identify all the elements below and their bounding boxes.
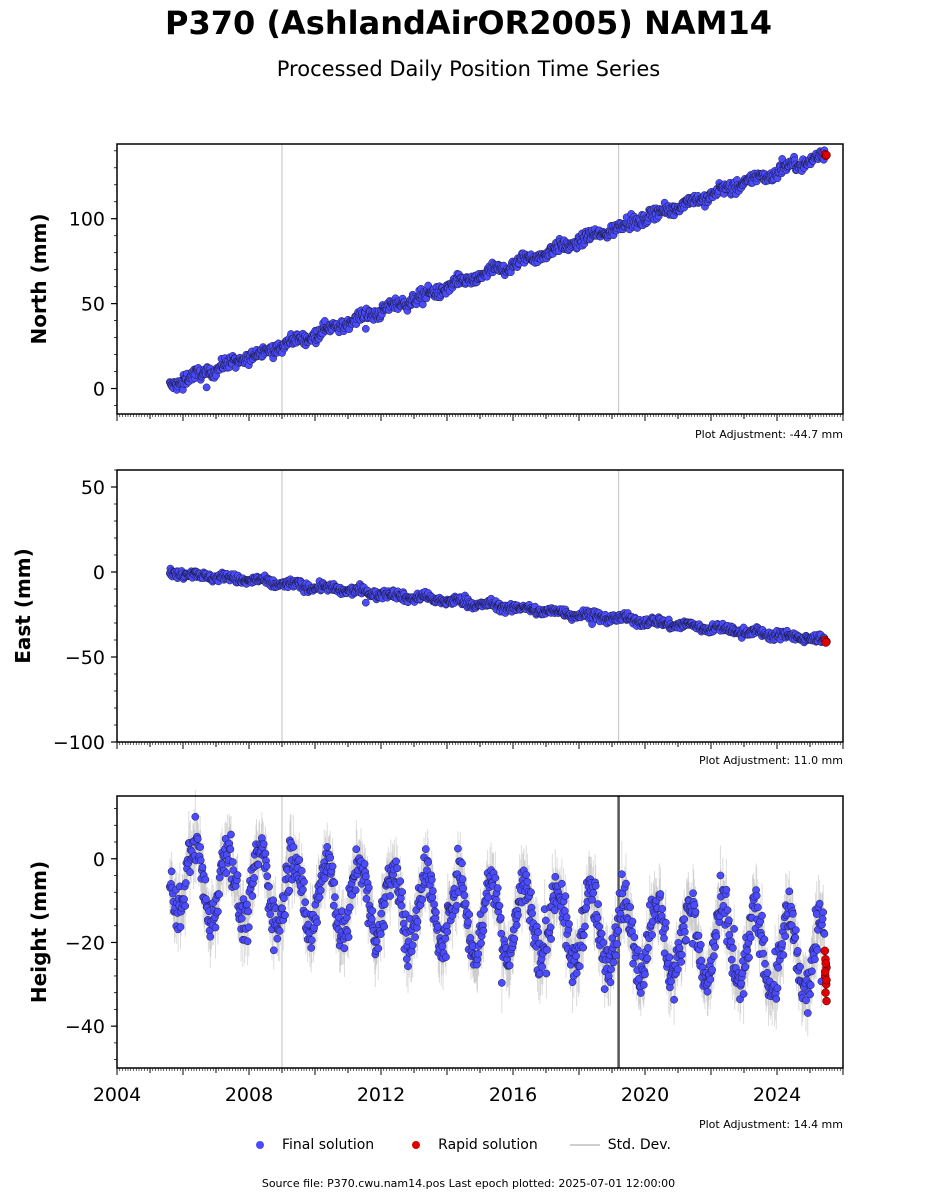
east-y-tick-label: 0 bbox=[93, 562, 105, 584]
east-y-tick-label: −100 bbox=[53, 732, 105, 754]
north-data-point bbox=[202, 383, 211, 392]
east-y-tick-label: −50 bbox=[65, 647, 105, 669]
east-rapid-point bbox=[821, 638, 831, 647]
east-y-tick-label: 50 bbox=[81, 477, 105, 499]
north-y-axis-label: North (mm) bbox=[27, 213, 51, 344]
page-subtitle: Processed Daily Position Time Series bbox=[276, 57, 661, 81]
east-data-point bbox=[361, 598, 370, 607]
north-y-tick-label: 50 bbox=[81, 294, 105, 316]
north-y-tick-label: 100 bbox=[69, 209, 105, 231]
north-y-tick-label: 0 bbox=[93, 379, 105, 401]
north-data-point bbox=[361, 324, 370, 333]
north-final-points bbox=[165, 146, 829, 394]
page-title: P370 (AshlandAirOR2005) NAM14 bbox=[165, 4, 772, 42]
north-rapid-point bbox=[822, 150, 831, 160]
east-final-points bbox=[165, 564, 829, 647]
